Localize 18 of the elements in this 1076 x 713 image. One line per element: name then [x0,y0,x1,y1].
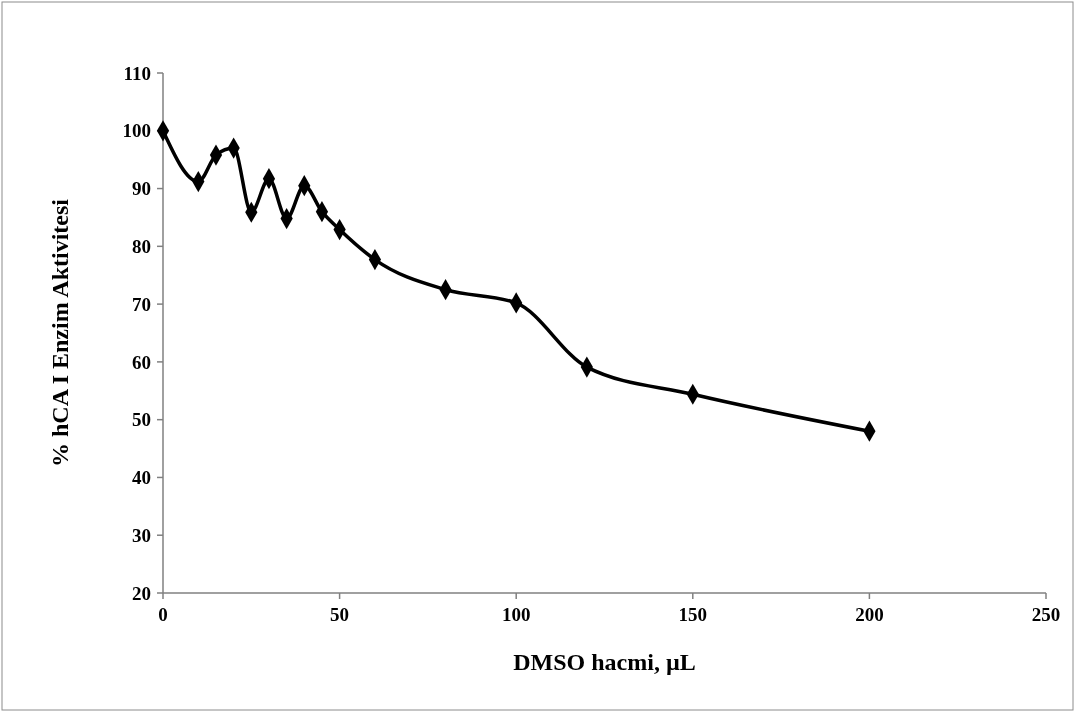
y-tick-label: 110 [123,62,151,84]
y-tick-label: 20 [132,582,151,604]
x-tick-label: 250 [1031,604,1061,625]
x-tick-label: 100 [501,604,531,625]
x-axis-title: DMSO hacmi, µL [513,649,696,675]
y-tick-label: 90 [132,178,151,200]
y-tick-label: 60 [132,351,151,373]
y-tick-label: 50 [132,409,151,431]
y-tick-label: 80 [132,235,151,257]
y-tick-label: 30 [132,524,151,546]
x-tick-label: 200 [855,604,884,625]
y-tick-label: 40 [132,467,151,489]
y-tick-label: 70 [132,293,151,315]
x-tick-label: 50 [330,604,350,625]
x-tick-label: 0 [158,604,168,625]
x-tick-label: 150 [678,604,708,625]
y-tick-label: 100 [122,120,151,142]
y-axis-title: % hCA I Enzim Aktivitesi [47,198,73,468]
